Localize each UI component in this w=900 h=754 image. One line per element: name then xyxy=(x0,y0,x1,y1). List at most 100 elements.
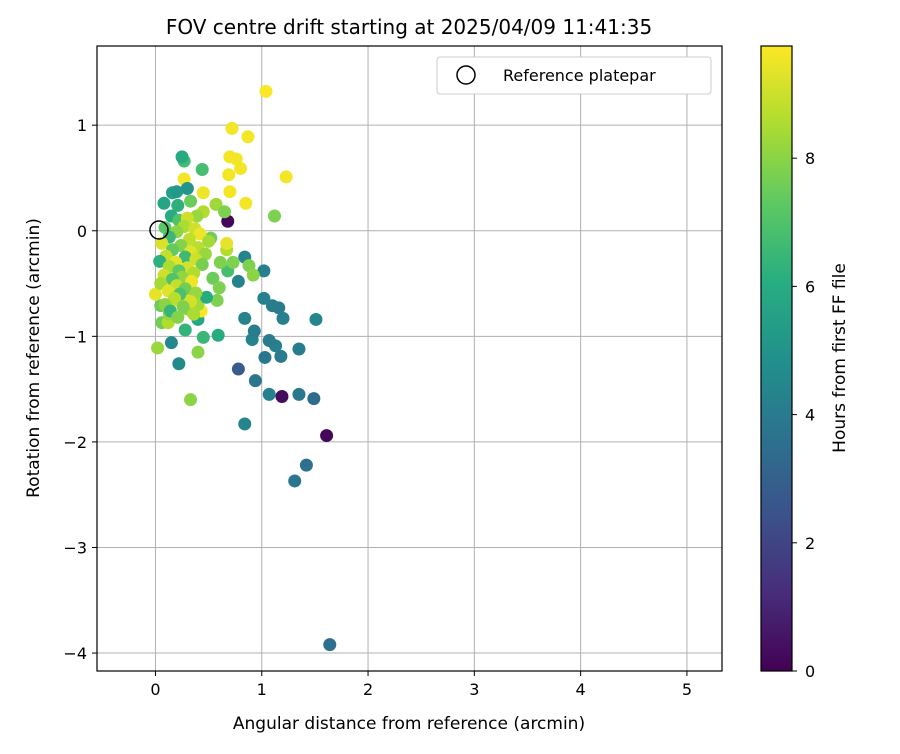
x-axis-ticks: 0 1 2 3 4 5 xyxy=(150,671,692,699)
data-point xyxy=(193,227,207,241)
data-point xyxy=(229,152,243,166)
legend-entry-reference-platepar: Reference platepar xyxy=(503,66,656,85)
data-point xyxy=(209,197,223,211)
data-point xyxy=(307,392,321,406)
data-point xyxy=(180,182,194,196)
colorbar-tick-label: 6 xyxy=(805,277,815,296)
data-point xyxy=(257,264,271,278)
data-point xyxy=(155,236,169,250)
data-point xyxy=(171,310,185,324)
data-point xyxy=(212,281,226,295)
data-point xyxy=(213,255,227,269)
y-axis-ticks: −4 −3 −2 −1 0 1 xyxy=(63,116,97,663)
data-point xyxy=(164,336,178,350)
data-point xyxy=(171,198,185,212)
data-point xyxy=(195,163,209,177)
data-point xyxy=(198,247,212,261)
data-point xyxy=(262,387,276,401)
data-point xyxy=(257,291,271,305)
data-point xyxy=(168,291,182,305)
data-point xyxy=(211,328,225,342)
plot-frame xyxy=(96,45,723,672)
colorbar-gradient xyxy=(760,45,793,672)
colorbar-tick-label: 4 xyxy=(805,406,815,425)
legend-box xyxy=(436,56,712,95)
data-point xyxy=(206,271,220,285)
data-point xyxy=(226,255,240,269)
data-point xyxy=(272,301,286,315)
data-point xyxy=(276,311,290,325)
data-point xyxy=(292,342,306,356)
y-tick-label: −2 xyxy=(63,433,87,452)
data-point xyxy=(187,307,201,321)
data-point xyxy=(220,236,234,250)
x-tick-label: 4 xyxy=(576,680,586,699)
data-point xyxy=(210,293,224,307)
colorbar-label: Hours from first FF file xyxy=(830,263,850,453)
data-point xyxy=(153,254,167,268)
data-point xyxy=(262,334,276,348)
x-tick-label: 0 xyxy=(150,680,160,699)
data-point xyxy=(238,417,252,431)
data-point xyxy=(238,311,252,325)
data-point xyxy=(274,349,288,363)
data-point xyxy=(225,121,239,135)
scatter-points xyxy=(148,84,337,652)
colorbar-tick-label: 0 xyxy=(805,662,815,681)
data-point xyxy=(247,324,261,338)
data-point xyxy=(268,209,282,223)
x-tick-label: 3 xyxy=(469,680,479,699)
reference-marker xyxy=(149,220,169,240)
data-point xyxy=(259,84,273,98)
data-point xyxy=(323,638,337,652)
data-point xyxy=(170,185,184,199)
data-point xyxy=(248,374,262,388)
data-point xyxy=(288,474,302,488)
data-point xyxy=(222,168,236,182)
y-tick-label: −3 xyxy=(63,538,87,557)
data-point xyxy=(196,330,210,344)
data-point xyxy=(196,186,210,200)
data-point xyxy=(275,390,289,404)
data-point xyxy=(279,170,293,184)
grid-lines xyxy=(97,46,722,671)
data-point xyxy=(292,387,306,401)
legend: Reference platepar xyxy=(436,56,712,95)
data-point xyxy=(172,357,186,371)
colorbar-tick-label: 8 xyxy=(805,149,815,168)
y-tick-label: −4 xyxy=(63,644,87,663)
data-point xyxy=(195,258,209,272)
colorbar: 0 2 4 6 8 Hours from first FF file xyxy=(760,45,850,681)
data-point xyxy=(309,312,323,326)
y-tick-label: −1 xyxy=(63,327,87,346)
data-point xyxy=(191,345,205,359)
colorbar-ticks: 0 2 4 6 8 xyxy=(792,149,815,681)
data-point xyxy=(241,130,255,144)
data-point xyxy=(148,287,162,301)
chart-title: FOV centre drift starting at 2025/04/09 … xyxy=(166,15,652,39)
legend-reference-marker xyxy=(456,65,476,85)
y-tick-label: 0 xyxy=(77,222,87,241)
x-tick-label: 2 xyxy=(363,680,373,699)
data-point xyxy=(176,300,190,314)
data-point xyxy=(223,185,237,199)
data-point xyxy=(202,234,216,248)
data-point xyxy=(258,350,272,364)
data-point xyxy=(157,196,171,210)
data-point xyxy=(231,274,245,288)
x-tick-label: 1 xyxy=(257,680,267,699)
data-point xyxy=(151,341,165,355)
y-tick-label: 1 xyxy=(77,116,87,135)
x-axis-label: Angular distance from reference (arcmin) xyxy=(233,714,585,734)
x-tick-label: 5 xyxy=(682,680,692,699)
data-point xyxy=(178,250,192,264)
data-point xyxy=(231,362,245,376)
y-axis-label: Rotation from reference (arcmin) xyxy=(24,218,44,498)
data-point xyxy=(184,393,198,407)
data-point xyxy=(199,290,213,304)
data-point xyxy=(178,323,192,337)
data-point xyxy=(239,196,253,210)
data-point xyxy=(246,268,260,282)
